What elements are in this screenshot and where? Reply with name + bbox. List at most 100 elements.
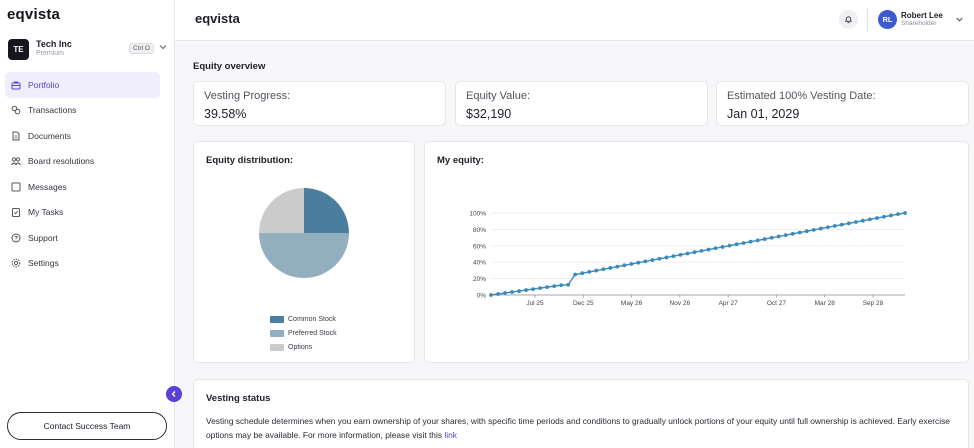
equity-data-point[interactable] — [678, 252, 683, 257]
equity-data-point[interactable] — [657, 256, 662, 261]
equity-data-point[interactable] — [601, 267, 606, 272]
vesting-date-card: Estimated 100% Vesting Date: Jan 01, 202… — [716, 81, 969, 126]
equity-data-point[interactable] — [860, 218, 865, 223]
vesting-progress-card: Vesting Progress: 39.58% — [193, 81, 446, 126]
equity-data-point[interactable] — [727, 243, 732, 248]
equity-data-point[interactable] — [531, 287, 536, 291]
equity-data-point[interactable] — [755, 238, 760, 243]
equity-data-point[interactable] — [818, 226, 823, 231]
more-info-link[interactable]: link — [444, 429, 457, 440]
equity-data-point[interactable] — [769, 235, 774, 240]
eqvista-logo[interactable]: eqvista — [7, 6, 61, 23]
equity-data-point[interactable] — [868, 217, 872, 222]
equity-data-point[interactable] — [594, 268, 599, 273]
chevron-down-icon[interactable] — [955, 15, 964, 24]
equity-data-point[interactable] — [853, 220, 858, 224]
equity-data-point[interactable] — [720, 245, 725, 249]
equity-data-point[interactable] — [664, 255, 669, 260]
equity-data-point[interactable] — [545, 285, 550, 290]
equity-data-point[interactable] — [559, 283, 564, 288]
sidebar-item-transactions[interactable]: Transactions — [5, 98, 160, 124]
legend-item[interactable]: Common Stock — [270, 312, 337, 326]
equity-data-point[interactable] — [636, 260, 641, 265]
equity-data-point[interactable] — [517, 289, 521, 293]
equity-data-point[interactable] — [804, 229, 809, 234]
equity-data-point[interactable] — [643, 259, 648, 264]
equity-data-point[interactable] — [580, 271, 585, 276]
equity-data-point[interactable] — [790, 231, 795, 236]
sidebar-item-messages[interactable]: Messages — [5, 174, 160, 200]
equity-data-point[interactable] — [524, 288, 528, 292]
equity-data-point[interactable] — [832, 224, 837, 228]
equity-data-point[interactable] — [692, 250, 697, 255]
equity-data-point[interactable] — [608, 266, 613, 270]
legend-item[interactable]: Preferred Stock — [270, 326, 337, 340]
equity-data-point[interactable] — [825, 225, 830, 230]
company-switcher[interactable]: TE Tech Inc Premium Ctrl O — [8, 38, 168, 62]
equity-data-point[interactable] — [706, 247, 711, 252]
equity-data-point[interactable] — [783, 233, 788, 238]
equity-data-point[interactable] — [748, 239, 753, 244]
y-tick-label: 0% — [477, 293, 487, 300]
equity-data-point[interactable] — [811, 227, 816, 232]
equity-data-point[interactable] — [503, 291, 507, 295]
notifications-button[interactable] — [839, 10, 858, 29]
equity-data-point[interactable] — [734, 242, 739, 247]
brand-title: eqvista — [195, 11, 240, 26]
legend-label: Preferred Stock — [288, 329, 337, 337]
equity-data-point[interactable] — [566, 282, 571, 287]
collapse-sidebar-button[interactable] — [166, 386, 182, 402]
user-avatar[interactable]: RL — [878, 10, 897, 29]
sidebar-item-label: Support — [28, 232, 58, 243]
sidebar-item-support[interactable]: Support — [5, 225, 160, 251]
vesting-description: Vesting schedule determines when you ear… — [206, 415, 951, 442]
equity-data-point[interactable] — [622, 263, 627, 268]
equity-data-point[interactable] — [496, 292, 500, 296]
contact-success-team-button[interactable]: Contact Success Team — [7, 412, 167, 440]
equity-data-point[interactable] — [510, 290, 514, 294]
equity-data-point[interactable] — [552, 284, 557, 289]
equity-data-point[interactable] — [762, 237, 767, 241]
pie-slice-options[interactable] — [259, 188, 304, 233]
equity-data-point[interactable] — [671, 254, 676, 259]
sidebar-item-board-resolutions[interactable]: Board resolutions — [5, 149, 160, 175]
equity-data-point[interactable] — [650, 258, 655, 262]
sidebar-item-documents[interactable]: Documents — [5, 123, 160, 149]
equity-data-point[interactable] — [699, 248, 704, 253]
x-tick-label: Nov 26 — [670, 300, 691, 307]
y-tick-label: 40% — [473, 260, 486, 267]
legend-item[interactable]: Options — [270, 340, 337, 354]
sidebar-item-label: Messages — [28, 181, 67, 192]
equity-data-point[interactable] — [741, 241, 746, 245]
equity-data-point[interactable] — [587, 269, 592, 274]
equity-data-point[interactable] — [875, 216, 879, 220]
chevron-down-icon[interactable] — [158, 42, 168, 52]
equity-data-point[interactable] — [713, 246, 718, 251]
equity-data-point[interactable] — [882, 214, 886, 219]
sidebar-item-my-tasks[interactable]: My Tasks — [5, 200, 160, 226]
equity-data-point[interactable] — [896, 212, 900, 217]
pie-slice-preferred-stock[interactable] — [259, 233, 349, 278]
sidebar-item-portfolio[interactable]: Portfolio — [5, 72, 160, 98]
equity-data-point[interactable] — [629, 262, 634, 266]
equity-data-point[interactable] — [776, 234, 781, 239]
message-icon — [11, 182, 21, 192]
y-tick-label: 60% — [473, 243, 486, 250]
equity-data-point[interactable] — [538, 286, 543, 291]
equity-data-point[interactable] — [889, 213, 893, 218]
sidebar-item-settings[interactable]: Settings — [5, 251, 160, 277]
equity-data-point[interactable] — [797, 230, 802, 235]
equity-data-point[interactable] — [615, 264, 620, 269]
equity-data-point[interactable] — [489, 293, 493, 297]
equity-data-point[interactable] — [846, 221, 851, 226]
briefcase-icon — [11, 81, 21, 90]
equity-data-point[interactable] — [685, 251, 690, 256]
gear-icon — [11, 258, 21, 268]
equity-data-point[interactable] — [573, 272, 578, 277]
equity-data-point[interactable] — [903, 211, 907, 215]
vesting-status-card: Vesting status Vesting schedule determin… — [193, 379, 969, 448]
user-name[interactable]: Robert Lee — [901, 11, 943, 20]
pie-slice-common-stock[interactable] — [304, 188, 349, 233]
equity-data-point[interactable] — [839, 222, 844, 227]
legend-swatch — [270, 329, 284, 337]
